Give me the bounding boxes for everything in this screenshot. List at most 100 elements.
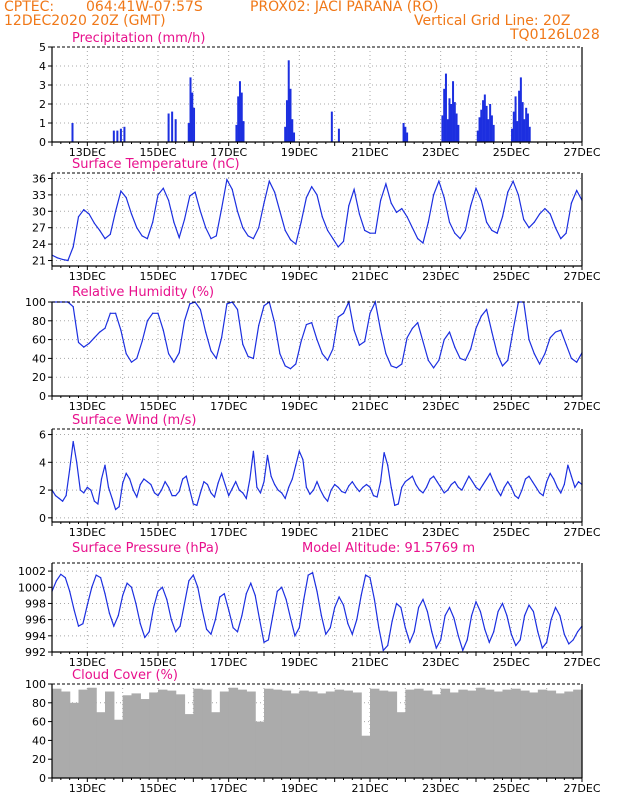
wind-ytick-label: 4 [39,456,46,469]
temperature-xtick-label: 15DEC [139,270,176,283]
precipitation-bar [455,113,458,142]
wind-point [418,489,421,491]
cloud-cover-bar [423,690,433,778]
pressure-point [307,574,309,576]
temperature-point [268,180,270,182]
temperature-point [311,186,313,188]
wind-point [394,504,396,506]
humidity-point [289,368,292,370]
wind-point [425,486,428,488]
wind-point [231,488,233,490]
temperature-point [533,221,535,223]
wind-point [69,468,71,470]
wind-point [531,481,534,483]
wind-point [132,489,134,491]
temperature-point [380,199,382,201]
wind-point [178,490,180,493]
pressure-point [183,602,186,605]
pressure-xtick-label: 21DEC [351,656,388,669]
humidity-point [554,331,557,333]
pressure-point [122,594,124,596]
wind-point [383,451,385,454]
pressure-point [82,623,84,625]
pressure-point [435,647,437,649]
humidity-xtick-label: 23DEC [422,400,459,413]
wind-point [341,490,343,493]
humidity-point [83,346,85,348]
humidity-ytick-label: 40 [32,352,46,365]
wind-point [348,485,350,487]
cloud-cover-bar [564,691,574,778]
pressure-point [77,625,80,627]
wind-point [496,489,498,491]
humidity-point [433,367,435,369]
temperature-point [433,194,435,196]
pressure-point [338,596,340,598]
precipitation-ytick-label: 3 [39,79,46,92]
humidity-point [199,308,201,311]
cloud-cover-bar [122,695,133,778]
humidity-point [443,339,445,341]
wind-point [90,489,92,491]
temperature-point [231,188,233,191]
pressure-point [369,576,371,579]
temperature-point [576,189,578,192]
pressure-point [479,610,482,613]
precipitation-bar [446,119,449,142]
pressure-ytick-label: 1000 [18,581,46,594]
humidity-point [496,353,498,355]
pressure-point [356,619,358,621]
temperature-point [454,232,456,234]
humidity-point [576,361,578,363]
humidity-ytick-label: 100 [25,296,46,309]
temperature-point [374,232,376,234]
temperature-point [62,258,64,261]
temperature-ytick-label: 24 [32,238,46,251]
humidity-point [459,357,461,359]
temperature-point [501,216,504,218]
wind-point [514,495,516,497]
humidity-point [401,363,403,365]
humidity-point [507,359,509,361]
precipitation-bar [112,130,115,142]
temperature-point [321,216,323,218]
humidity-point [570,357,573,359]
precipitation-bar [516,121,519,142]
cloud-cover-title: Cloud Cover (%) [72,668,178,683]
wind-point [404,481,406,483]
humidity-point [369,312,371,314]
temperature-point [88,213,90,215]
wind-point [468,475,470,477]
temperature-point [438,180,440,182]
precipitation-xtick-label: 13DEC [69,146,106,159]
cloud-cover-bar [228,687,239,778]
pressure-point [559,614,561,617]
temperature-point [99,229,101,232]
wind-point [305,486,307,488]
cloud-cover-bar [299,690,309,778]
humidity-point [115,312,117,314]
pressure-point [263,641,265,643]
wind-point [259,492,262,494]
pressure-xtick-label: 15DEC [139,656,176,669]
wind-point [563,483,565,486]
precipitation-bar [525,107,528,142]
humidity-xtick-label: 19DEC [281,400,318,413]
humidity-point [491,331,493,333]
wind-point [461,489,463,491]
cloud-cover-xtick-label: 13DEC [69,782,106,795]
precipitation-bar [291,119,294,142]
cloud-cover-bar [105,691,115,778]
humidity-point [215,357,217,359]
temperature-point [443,197,445,199]
cloud-cover-bar [458,689,468,778]
wind-point [482,483,484,486]
pressure-point [188,580,190,582]
wind-line [51,441,583,511]
wind-point [556,486,558,488]
pressure-point [258,619,261,621]
temperature-point [512,180,514,182]
precipitation-bar [171,111,174,142]
wind-point [83,492,85,494]
cloud-cover-bar [317,693,327,778]
